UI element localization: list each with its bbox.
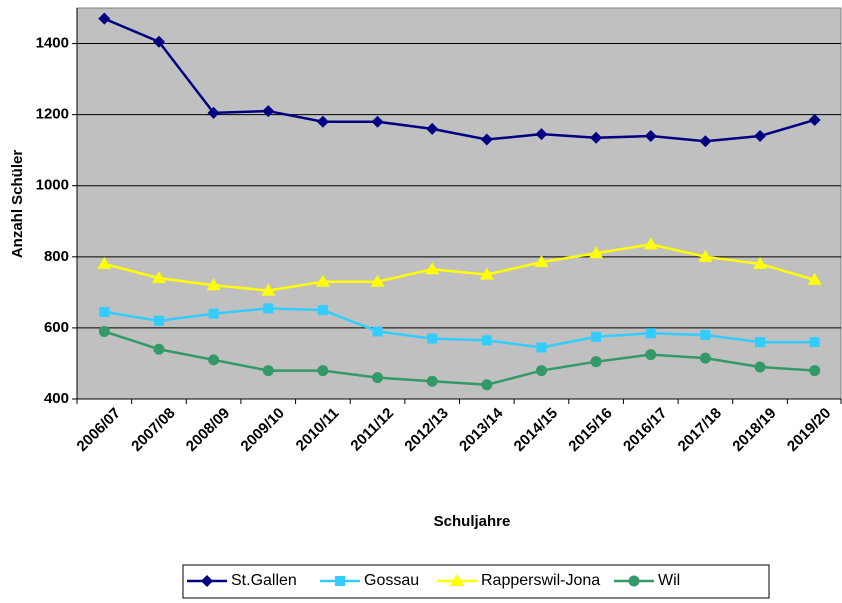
y-axis-title: Anzahl Schüler xyxy=(9,150,26,259)
marker xyxy=(371,115,384,128)
legend-label: Rapperswil-Jona xyxy=(481,572,600,589)
marker xyxy=(316,115,329,128)
marker xyxy=(425,262,440,275)
marker xyxy=(99,306,110,317)
x-tick-label: 2016/17 xyxy=(620,405,670,455)
marker xyxy=(644,129,657,142)
x-tick-label: 2015/16 xyxy=(565,405,615,455)
x-axis-title: Schuljahre xyxy=(434,513,511,530)
x-tick-label: 2008/09 xyxy=(183,405,233,455)
marker xyxy=(450,574,464,586)
legend: St.Gallen Gossau Rapperswil-Jona Wil xyxy=(182,564,770,599)
legend-label: Gossau xyxy=(364,572,419,589)
plot-area xyxy=(76,7,842,400)
marker xyxy=(628,575,640,587)
marker xyxy=(535,365,547,377)
marker xyxy=(698,249,713,262)
legend-label: Wil xyxy=(658,572,680,589)
marker xyxy=(809,365,821,377)
marker xyxy=(97,256,112,269)
y-tick-label: 800 xyxy=(44,248,69,265)
marker xyxy=(591,331,602,342)
marker xyxy=(645,349,657,361)
marker xyxy=(208,308,219,319)
marker xyxy=(754,129,767,142)
x-tick-label: 2018/19 xyxy=(729,405,779,455)
marker xyxy=(643,237,658,250)
marker xyxy=(262,365,274,377)
marker xyxy=(699,135,712,148)
marker xyxy=(372,372,384,384)
x-tick-label: 2013/14 xyxy=(456,404,507,455)
x-tick-label: 2012/13 xyxy=(401,405,451,455)
y-tick-label: 400 xyxy=(44,390,69,407)
marker xyxy=(263,303,274,314)
marker xyxy=(481,335,492,346)
marker xyxy=(535,128,548,141)
x-tick-label: 2017/18 xyxy=(675,405,725,455)
marker xyxy=(426,375,438,387)
marker xyxy=(645,328,656,339)
x-tick-label: 2009/10 xyxy=(238,405,288,455)
marker xyxy=(755,337,766,348)
marker xyxy=(315,274,330,287)
series-line xyxy=(103,17,816,143)
marker xyxy=(589,246,604,259)
x-tick-label: 2014/15 xyxy=(511,405,561,455)
marker xyxy=(335,576,345,586)
marker xyxy=(153,343,165,355)
marker xyxy=(536,342,547,353)
marker xyxy=(372,326,383,337)
marker xyxy=(151,271,166,284)
x-tick-label: 2010/11 xyxy=(293,405,343,455)
marker xyxy=(426,122,439,135)
marker xyxy=(590,131,603,144)
marker xyxy=(201,575,213,587)
marker xyxy=(152,35,165,48)
marker xyxy=(261,283,276,296)
legend-label: St.Gallen xyxy=(231,572,297,589)
y-tick-label: 600 xyxy=(44,319,69,336)
marker xyxy=(98,325,110,337)
marker xyxy=(479,267,494,280)
marker xyxy=(370,274,385,287)
x-tick-label: 2019/20 xyxy=(784,405,834,455)
series-line xyxy=(104,307,815,349)
series-line xyxy=(103,330,815,387)
marker xyxy=(208,354,220,366)
y-tick-label: 1200 xyxy=(36,106,69,123)
marker xyxy=(700,330,711,341)
y-tick-label: 1000 xyxy=(36,177,69,194)
marker xyxy=(427,333,438,344)
y-tick-label: 1400 xyxy=(36,35,69,52)
marker xyxy=(754,361,766,373)
x-tick-label: 2007/08 xyxy=(128,405,178,455)
series-line xyxy=(104,243,816,292)
marker xyxy=(534,255,549,268)
marker xyxy=(809,337,820,348)
x-tick-label: 2011/12 xyxy=(347,405,397,455)
marker xyxy=(481,379,493,391)
marker xyxy=(699,352,711,364)
marker xyxy=(153,315,164,326)
marker xyxy=(480,133,493,146)
marker xyxy=(206,278,221,291)
marker xyxy=(808,113,821,126)
x-tick-label: 2006/07 xyxy=(74,405,124,455)
marker xyxy=(262,105,275,118)
marker xyxy=(807,272,822,285)
marker xyxy=(207,106,220,119)
marker xyxy=(590,356,602,368)
marker xyxy=(317,365,329,377)
marker xyxy=(753,256,768,269)
marker xyxy=(317,305,328,316)
marker xyxy=(98,12,111,25)
